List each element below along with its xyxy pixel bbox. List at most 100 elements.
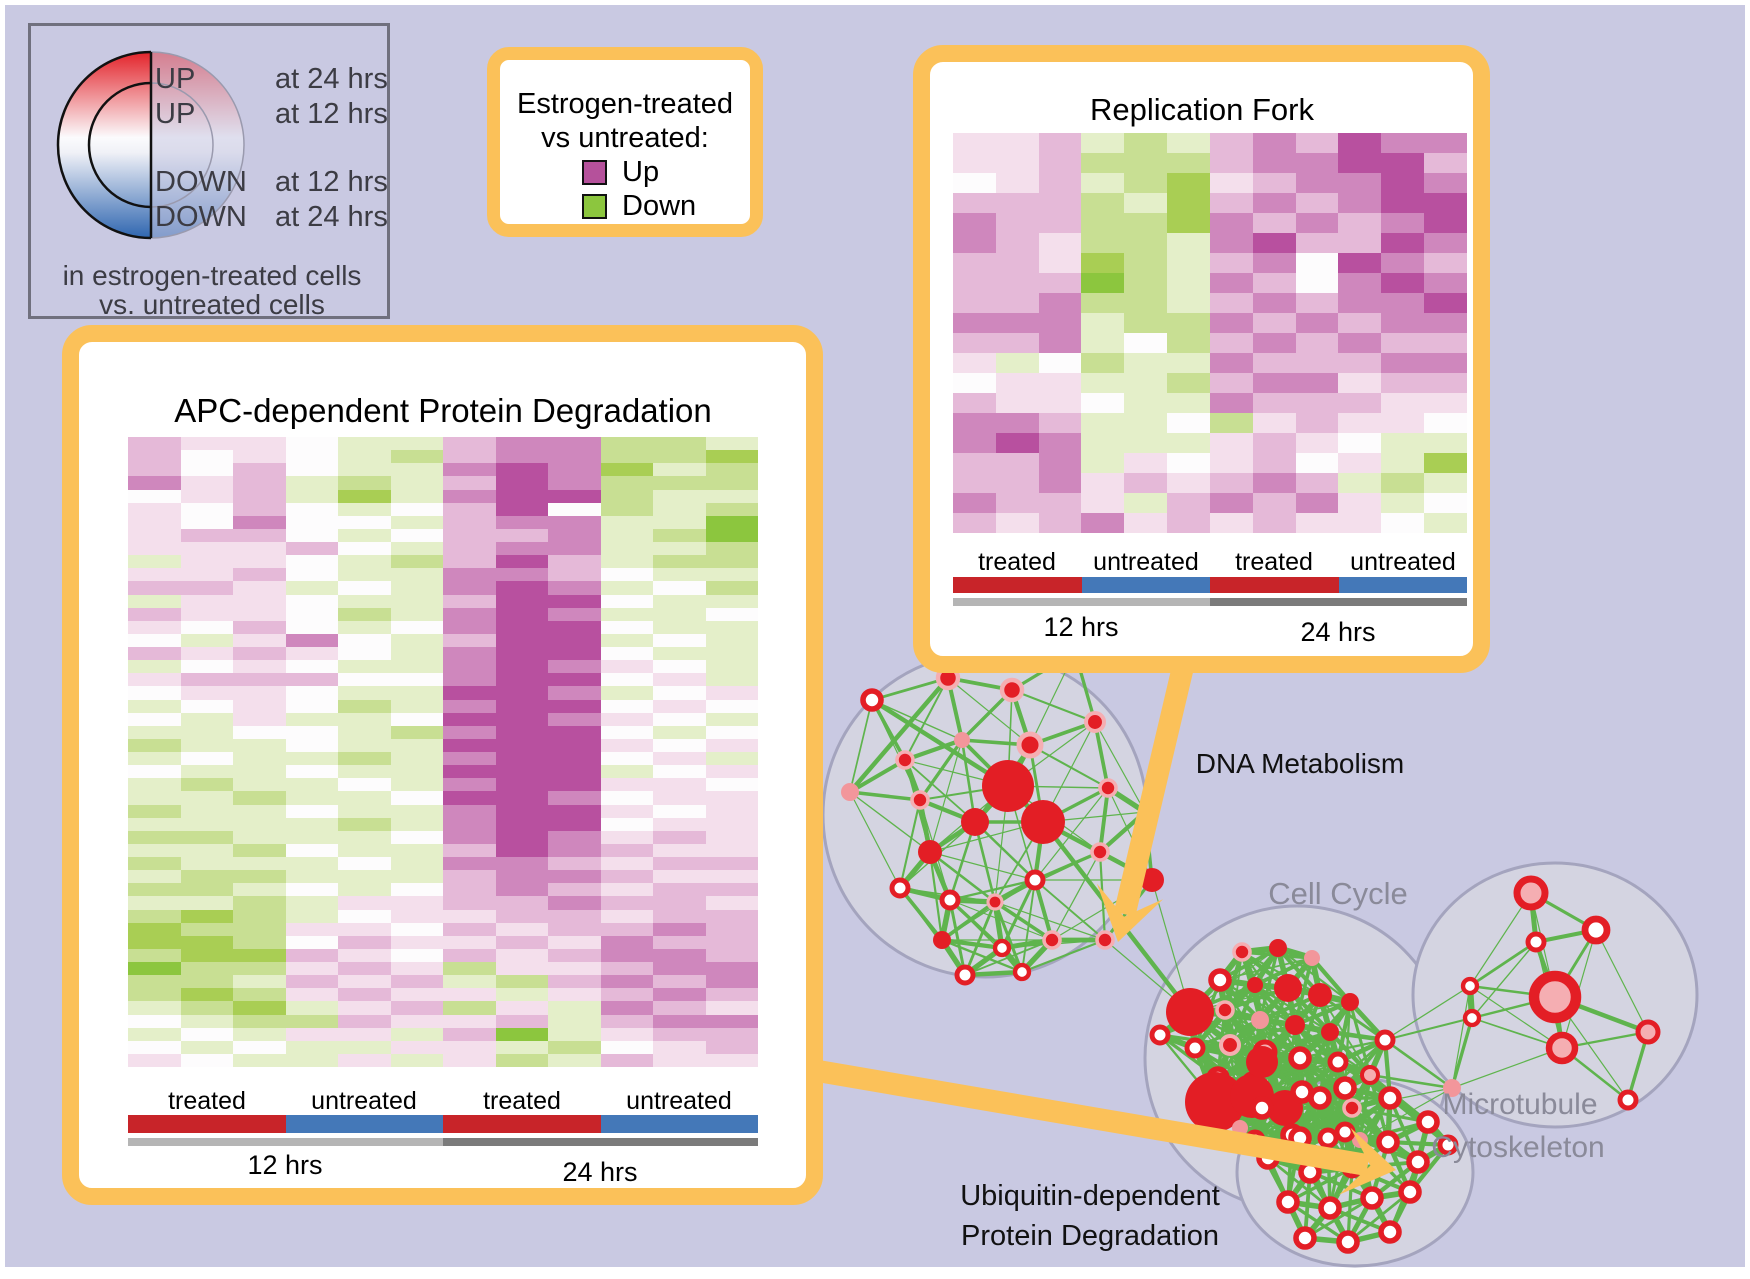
apc-treated-bar-24h bbox=[443, 1115, 601, 1133]
heatmap-cell bbox=[1252, 373, 1296, 393]
heatmap-cell bbox=[548, 542, 601, 556]
heatmap-cell bbox=[1167, 413, 1210, 433]
heatmap-cell bbox=[390, 712, 443, 726]
heatmap-cell bbox=[233, 712, 286, 726]
heatmap-cell bbox=[285, 935, 338, 949]
heatmap-cell bbox=[1252, 393, 1296, 413]
heatmap-cell bbox=[233, 542, 286, 556]
heatmap-cell bbox=[953, 513, 996, 533]
legend-up-outer-time: at 24 hrs bbox=[275, 63, 388, 95]
heatmap-cell bbox=[1081, 513, 1125, 533]
rf-time-label-12h: 12 hrs bbox=[1043, 612, 1119, 642]
heatmap-cell bbox=[128, 620, 181, 634]
heatmap-cell bbox=[995, 253, 1039, 273]
heatmap-cell bbox=[233, 528, 286, 542]
heatmap-cell bbox=[600, 738, 653, 752]
heatmap-cell bbox=[443, 568, 496, 582]
heatmap-cell bbox=[1381, 433, 1425, 453]
heatmap-cell bbox=[995, 173, 1039, 193]
heatmap-cell bbox=[338, 555, 391, 569]
heatmap-cell bbox=[1209, 353, 1253, 373]
heatmap-cell bbox=[443, 883, 496, 897]
heatmap-cell bbox=[600, 935, 653, 949]
heatmap-cell bbox=[1424, 133, 1467, 153]
heatmap-cell bbox=[495, 620, 548, 634]
heatmap-cell bbox=[705, 450, 758, 464]
heatmap-cell bbox=[233, 909, 286, 923]
heatmap-cell bbox=[128, 817, 181, 831]
rf-untreated-bar-12h bbox=[1082, 577, 1210, 593]
heatmap-cell bbox=[1081, 313, 1125, 333]
heatmap-cell bbox=[1295, 133, 1339, 153]
heatmap-cell bbox=[338, 791, 391, 805]
heatmap-cell bbox=[180, 660, 233, 674]
heatmap-cell bbox=[548, 647, 601, 661]
heatmap-cell bbox=[1381, 133, 1425, 153]
heatmap-cell bbox=[128, 752, 181, 766]
heatmap-cell bbox=[443, 660, 496, 674]
heatmap-cell bbox=[1209, 253, 1253, 273]
heatmap-cell bbox=[1381, 353, 1425, 373]
heatmap-cell bbox=[495, 647, 548, 661]
heatmap-cell bbox=[285, 489, 338, 503]
heatmap-cell bbox=[285, 975, 338, 989]
heatmap-cell bbox=[338, 633, 391, 647]
heatmap-cell bbox=[705, 712, 758, 726]
heatmap-cell bbox=[390, 1053, 443, 1067]
heatmap-cell bbox=[548, 502, 601, 516]
heatmap-cell bbox=[1124, 253, 1168, 273]
heatmap-cell bbox=[600, 712, 653, 726]
heatmap-cell bbox=[233, 738, 286, 752]
heatmap-cell bbox=[705, 1001, 758, 1015]
heatmap-cell bbox=[1338, 333, 1382, 353]
heatmap-cell bbox=[653, 502, 706, 516]
heatmap-cell bbox=[495, 988, 548, 1002]
heatmap-cell bbox=[443, 607, 496, 621]
heatmap-cell bbox=[443, 463, 496, 477]
heatmap-cell bbox=[390, 725, 443, 739]
legend-up-inner-label: UP bbox=[155, 98, 196, 130]
heatmap-cell bbox=[1338, 253, 1382, 273]
heatmap-cell bbox=[995, 493, 1039, 513]
heatmap-cell bbox=[548, 620, 601, 634]
heatmap-cell bbox=[1124, 293, 1168, 313]
heatmap-cell bbox=[443, 686, 496, 700]
heatmap-cell bbox=[1124, 273, 1168, 293]
heatmap-cell bbox=[705, 791, 758, 805]
heatmap-cell bbox=[705, 988, 758, 1002]
heatmap-cell bbox=[495, 725, 548, 739]
heatmap-cell bbox=[995, 333, 1039, 353]
heatmap-cell bbox=[1209, 313, 1253, 333]
heatmap-cell bbox=[548, 1001, 601, 1015]
heatmap-cell bbox=[495, 633, 548, 647]
heatmap-cell bbox=[390, 804, 443, 818]
heatmap-cell bbox=[390, 962, 443, 976]
heatmap-cell bbox=[1381, 253, 1425, 273]
heatmap-cell bbox=[995, 133, 1039, 153]
heatmap-cell bbox=[705, 896, 758, 910]
heatmap-cell bbox=[338, 948, 391, 962]
heatmap-cell bbox=[705, 830, 758, 844]
updown-legend-box: UP at 24 hrs UP at 12 hrs DOWN at 12 hrs… bbox=[28, 23, 390, 320]
heatmap-cell bbox=[285, 476, 338, 490]
rf-24h-bar bbox=[1210, 598, 1467, 606]
heatmap-cell bbox=[390, 1027, 443, 1041]
heatmap-cell bbox=[495, 1001, 548, 1015]
heatmap-cell bbox=[653, 1014, 706, 1028]
replication-fork-title: Replication Fork bbox=[1090, 92, 1314, 127]
heatmap-cell bbox=[443, 948, 496, 962]
heatmap-cell bbox=[705, 607, 758, 621]
heatmap-cell bbox=[548, 817, 601, 831]
heatmap-cell bbox=[1252, 493, 1296, 513]
heatmap-cell bbox=[548, 857, 601, 871]
heatmap-cell bbox=[285, 620, 338, 634]
legend-down-inner-label: DOWN bbox=[155, 166, 247, 198]
heatmap-cell bbox=[600, 752, 653, 766]
heatmap-cell bbox=[548, 633, 601, 647]
heatmap-cell bbox=[1252, 133, 1296, 153]
heatmap-cell bbox=[128, 699, 181, 713]
heatmap-cell bbox=[1167, 173, 1210, 193]
heatmap-cell bbox=[1209, 213, 1253, 233]
heatmap-cell bbox=[705, 647, 758, 661]
